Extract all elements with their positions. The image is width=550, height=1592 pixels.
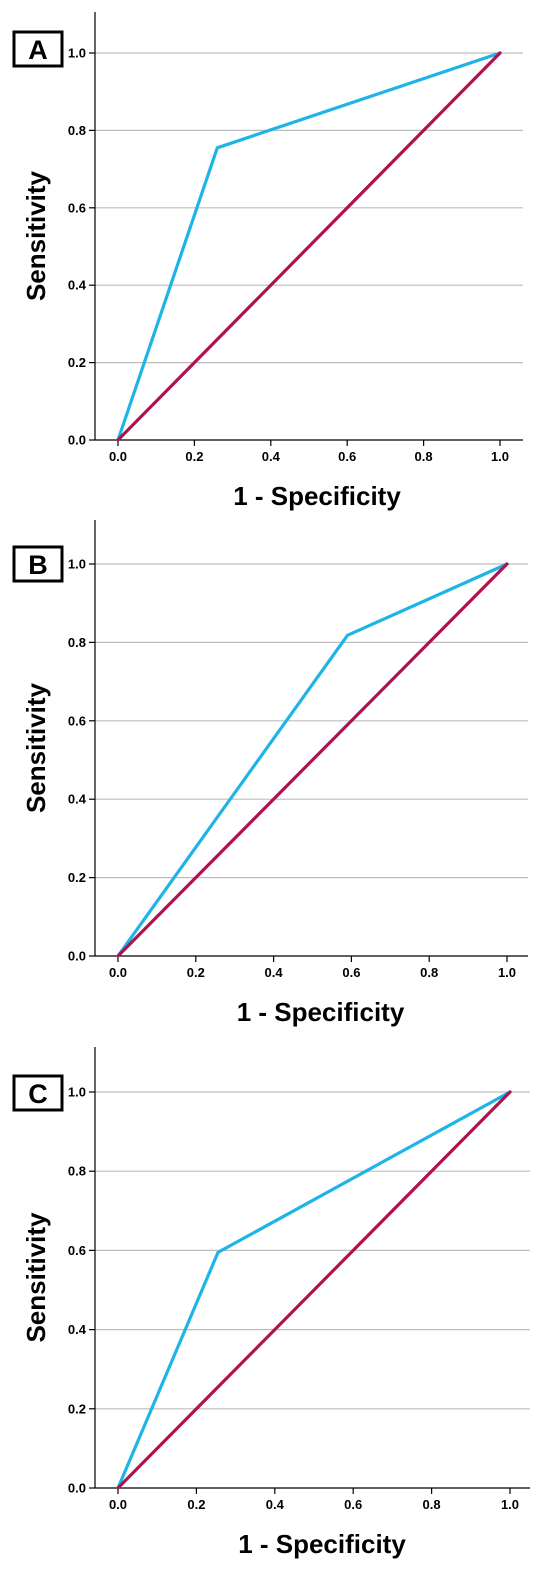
panel-label: B: [28, 550, 48, 580]
x-tick-label: 0.8: [423, 1497, 441, 1512]
y-tick-label: 0.0: [68, 433, 86, 448]
panel-label: A: [28, 35, 48, 65]
x-axis-title: 1 - Specificity: [233, 481, 401, 511]
roc-panel-a: 0.0 0.2 0.4 0.6 0.8 1.0 0.0 0.2 0.4 0.6 0.8 1.0 1 - …: [12, 12, 523, 511]
x-tick-label: 0.6: [342, 965, 360, 980]
roc-curve-line: [116, 51, 502, 442]
x-tick-label: 0.4: [265, 965, 284, 980]
y-tick-label: 0.8: [68, 123, 86, 138]
y-tick-label: 0.4: [68, 1322, 87, 1337]
x-tick-label: 0.0: [109, 449, 127, 464]
x-tick-label: 0.8: [415, 449, 433, 464]
x-tick-label: 1.0: [498, 965, 516, 980]
y-tick-label: 0.8: [68, 635, 86, 650]
y-tick-label: 0.2: [68, 1401, 86, 1416]
y-axis-title: Sensitivity: [21, 682, 51, 813]
x-tick-label: 1.0: [501, 1497, 519, 1512]
x-tick-label: 0.6: [338, 449, 356, 464]
y-tick-label: 0.6: [68, 713, 86, 728]
y-axis-title: Sensitivity: [21, 1212, 51, 1343]
y-tick-label: 0.4: [68, 792, 87, 807]
x-tick-label: 0.8: [420, 965, 438, 980]
x-tick-label: 0.4: [262, 449, 281, 464]
reference-diagonal-line: [116, 562, 509, 958]
y-tick-label: 0.6: [68, 1243, 86, 1258]
reference-diagonal-line: [116, 1090, 512, 1490]
x-tick-label: 0.6: [344, 1497, 362, 1512]
y-tick-label: 0.2: [68, 355, 86, 370]
roc-curve-line: [116, 562, 509, 958]
y-axis-title: Sensitivity: [21, 170, 51, 301]
x-tick-label: 0.0: [109, 1497, 127, 1512]
x-tick-label: 0.2: [187, 1497, 205, 1512]
y-tick-label: 1.0: [68, 46, 86, 61]
roc-panel-c: 0.0 0.2 0.4 0.6 0.8 1.0 0.0 0.2 0.4 0.6 0.8 1.0 1 - …: [12, 1047, 530, 1559]
roc-curve-line: [116, 1090, 512, 1490]
y-tick-label: 0.0: [68, 1481, 86, 1496]
x-tick-label: 0.2: [187, 965, 205, 980]
roc-panel-b: 0.0 0.2 0.4 0.6 0.8 1.0 0.0 0.2 0.4 0.6 0.8 1.0 1 - …: [12, 520, 528, 1027]
panel-label-box: [12, 1074, 64, 1112]
y-tick-label: 0.4: [68, 278, 87, 293]
y-tick-label: 1.0: [68, 1085, 86, 1100]
x-tick-label: 0.2: [185, 449, 203, 464]
y-tick-label: 1.0: [68, 557, 86, 572]
reference-diagonal-line: [116, 51, 502, 442]
x-axis-title: 1 - Specificity: [237, 997, 405, 1027]
panel-label: C: [28, 1079, 48, 1109]
panel-label-box: [12, 30, 64, 68]
x-tick-label: 1.0: [491, 449, 509, 464]
x-axis-title: 1 - Specificity: [238, 1529, 406, 1559]
x-tick-label: 0.0: [109, 965, 127, 980]
panel-label-box: [12, 545, 64, 583]
y-tick-label: 0.0: [68, 949, 86, 964]
x-tick-label: 0.4: [266, 1497, 285, 1512]
y-tick-label: 0.6: [68, 200, 86, 215]
y-tick-label: 0.8: [68, 1164, 86, 1179]
y-tick-label: 0.2: [68, 870, 86, 885]
